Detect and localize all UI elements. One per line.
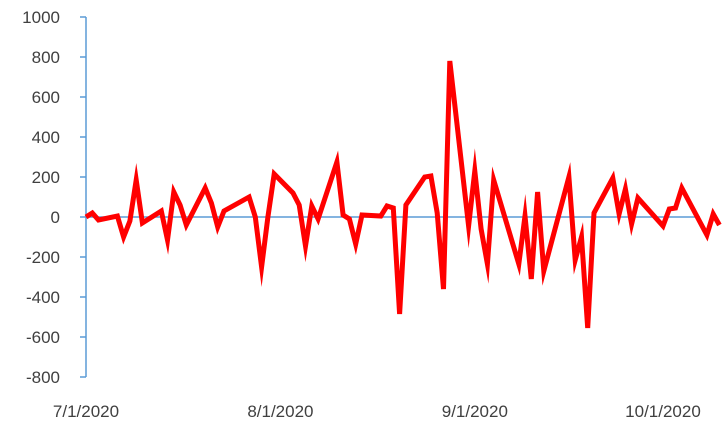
x-tick-label: 9/1/2020 — [442, 402, 508, 421]
y-tick-label: 0 — [51, 208, 60, 227]
x-tick-label: 8/1/2020 — [247, 402, 313, 421]
x-tick-label: 10/1/2020 — [625, 402, 701, 421]
series-group — [84, 60, 722, 329]
y-tick-label: -800 — [26, 368, 60, 387]
y-axis: 1000 800 600 400 200 0 -200 -400 -600 -800 — [22, 8, 87, 387]
x-axis: 7/1/2020 8/1/2020 9/1/2020 10/1/2020 — [53, 216, 701, 421]
y-tick-label: 800 — [32, 48, 60, 67]
y-tick-label: -400 — [26, 288, 60, 307]
y-tick-label: 1000 — [22, 8, 60, 27]
y-tick-label: -600 — [26, 328, 60, 347]
x-tick-label: 7/1/2020 — [53, 402, 119, 421]
y-tick-label: -200 — [26, 248, 60, 267]
y-tick-label: 200 — [32, 168, 60, 187]
y-tick-label: 600 — [32, 88, 60, 107]
y-tick-label: 400 — [32, 128, 60, 147]
series-line — [84, 60, 722, 329]
